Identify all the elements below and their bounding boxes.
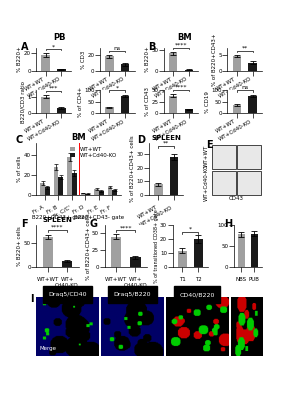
Text: **: ** bbox=[163, 140, 169, 146]
Bar bbox=[41, 55, 50, 71]
Bar bbox=[178, 250, 187, 268]
Bar bbox=[248, 96, 257, 113]
Bar bbox=[45, 187, 50, 195]
Bar bbox=[85, 194, 90, 195]
Text: E: E bbox=[206, 140, 213, 150]
Bar bbox=[154, 184, 163, 195]
Text: B: B bbox=[148, 42, 156, 52]
Y-axis label: % B220+: % B220+ bbox=[145, 46, 150, 72]
Title: BM: BM bbox=[71, 133, 86, 142]
Title: SPLEEN: SPLEEN bbox=[151, 135, 181, 141]
Bar bbox=[169, 96, 178, 113]
Title: SPLEEN: SPLEEN bbox=[42, 217, 72, 223]
Y-axis label: % CD19: % CD19 bbox=[205, 91, 210, 113]
Legend: WT+WT, WT+Cd40-KO: WT+WT, WT+Cd40-KO bbox=[69, 146, 118, 159]
Title: Draq5/CD40: Draq5/CD40 bbox=[48, 292, 87, 297]
Bar bbox=[251, 234, 258, 268]
Bar bbox=[72, 173, 77, 195]
Text: B220+CD43+ gate: B220+CD43+ gate bbox=[32, 215, 85, 220]
Text: ****: **** bbox=[175, 43, 187, 48]
Text: WT+Cd40-KO: WT+Cd40-KO bbox=[204, 164, 209, 201]
Bar bbox=[121, 96, 129, 113]
Bar bbox=[194, 239, 203, 268]
Bar bbox=[184, 70, 193, 71]
Y-axis label: % of CD43: % of CD43 bbox=[145, 87, 150, 116]
Y-axis label: % of CD4+: % of CD4+ bbox=[78, 86, 83, 117]
Bar bbox=[170, 157, 178, 195]
Bar bbox=[237, 171, 261, 195]
Y-axis label: % of B220+CD43+: % of B220+CD43+ bbox=[212, 33, 217, 86]
Bar bbox=[233, 56, 241, 71]
Bar bbox=[105, 107, 114, 113]
Bar bbox=[237, 145, 261, 168]
Text: A: A bbox=[21, 42, 29, 52]
Bar bbox=[81, 193, 85, 195]
Bar bbox=[42, 236, 53, 268]
Bar bbox=[233, 105, 241, 113]
Text: ns: ns bbox=[241, 86, 248, 90]
Text: C: C bbox=[15, 135, 22, 145]
Text: CD43: CD43 bbox=[229, 196, 244, 201]
Text: ****: **** bbox=[119, 225, 132, 230]
Text: WT+WT: WT+WT bbox=[204, 145, 209, 167]
Text: B220+CD43- gate: B220+CD43- gate bbox=[74, 215, 124, 220]
Bar bbox=[94, 189, 99, 195]
Bar bbox=[105, 56, 114, 71]
Text: *: * bbox=[189, 227, 192, 232]
Bar bbox=[62, 262, 72, 268]
Bar bbox=[41, 97, 50, 113]
Bar bbox=[67, 157, 72, 195]
Text: ****: **** bbox=[175, 85, 187, 90]
Bar bbox=[130, 257, 141, 268]
Bar bbox=[57, 108, 66, 113]
Bar bbox=[212, 171, 235, 195]
Text: BM: BM bbox=[178, 33, 192, 42]
Bar bbox=[40, 183, 45, 195]
Y-axis label: % of B220+CD43+ cells: % of B220+CD43+ cells bbox=[130, 136, 135, 202]
Bar bbox=[54, 167, 58, 195]
Y-axis label: B220/CD3 ratio: B220/CD3 ratio bbox=[21, 81, 26, 123]
Y-axis label: % CD3: % CD3 bbox=[81, 50, 86, 69]
Bar bbox=[99, 191, 104, 195]
Bar bbox=[108, 187, 112, 195]
Bar bbox=[248, 63, 257, 71]
Text: D: D bbox=[137, 135, 145, 145]
Text: G: G bbox=[90, 219, 98, 229]
Y-axis label: % B220+ cells: % B220+ cells bbox=[17, 226, 22, 266]
Bar bbox=[184, 110, 193, 113]
Bar bbox=[212, 145, 235, 168]
Text: ***: *** bbox=[49, 86, 58, 91]
Text: F: F bbox=[22, 219, 28, 229]
Bar bbox=[57, 70, 66, 71]
Text: **: ** bbox=[242, 46, 248, 51]
Title: Draq5/B220: Draq5/B220 bbox=[113, 292, 151, 297]
Y-axis label: % of B220+CD43+ cells: % of B220+CD43+ cells bbox=[86, 213, 91, 280]
Text: *: * bbox=[116, 86, 119, 90]
Bar bbox=[238, 234, 245, 268]
Bar bbox=[121, 64, 129, 71]
Text: Merge: Merge bbox=[40, 346, 56, 351]
Y-axis label: % of cells: % of cells bbox=[17, 156, 22, 182]
Text: *: * bbox=[52, 44, 55, 49]
Text: PB: PB bbox=[54, 33, 66, 42]
Title: CD40/B220: CD40/B220 bbox=[179, 292, 215, 297]
Text: H: H bbox=[224, 219, 232, 229]
Bar bbox=[58, 177, 63, 195]
Text: I: I bbox=[30, 294, 34, 304]
Text: ns: ns bbox=[114, 46, 121, 51]
Bar bbox=[111, 237, 121, 268]
Text: ****: **** bbox=[51, 225, 64, 230]
Bar bbox=[112, 190, 117, 195]
Bar bbox=[169, 53, 178, 71]
Y-axis label: % B220+: % B220+ bbox=[17, 46, 22, 72]
Y-axis label: % of transitioned CD38+ gate: % of transitioned CD38+ gate bbox=[154, 210, 159, 283]
